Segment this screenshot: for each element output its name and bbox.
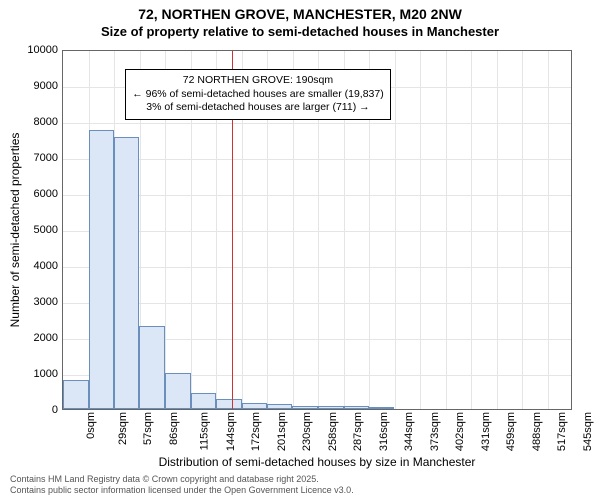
y-tick-label: 10000	[8, 44, 58, 56]
plot-area: 72 NORTHEN GROVE: 190sqm ← 96% of semi-d…	[62, 50, 572, 410]
histogram-bar	[165, 373, 191, 409]
y-tick-label: 8000	[8, 116, 58, 128]
footer-attribution: Contains HM Land Registry data © Crown c…	[10, 474, 354, 496]
histogram-bar	[63, 380, 89, 409]
x-tick-label: 344sqm	[403, 412, 415, 451]
y-tick-label: 9000	[8, 80, 58, 92]
y-tick-label: 2000	[8, 332, 58, 344]
histogram-chart: 72, NORTHEN GROVE, MANCHESTER, M20 2NW S…	[0, 0, 600, 500]
x-tick-label: 287sqm	[352, 412, 364, 451]
y-tick-label: 5000	[8, 224, 58, 236]
chart-subtitle: Size of property relative to semi-detach…	[0, 24, 600, 39]
x-tick-label: 201sqm	[276, 412, 288, 451]
x-axis-label: Distribution of semi-detached houses by …	[62, 455, 572, 469]
histogram-bar	[191, 393, 216, 409]
annotation-line3: 3% of semi-detached houses are larger (7…	[132, 101, 384, 115]
y-tick-label: 0	[8, 404, 58, 416]
x-tick-label: 316sqm	[378, 412, 390, 451]
histogram-bar	[89, 130, 114, 409]
annotation-box: 72 NORTHEN GROVE: 190sqm ← 96% of semi-d…	[125, 69, 391, 120]
x-tick-label: 29sqm	[117, 412, 129, 445]
footer-line1: Contains HM Land Registry data © Crown c…	[10, 474, 354, 485]
gridline-v	[497, 51, 498, 409]
title-block: 72, NORTHEN GROVE, MANCHESTER, M20 2NW S…	[0, 0, 600, 39]
gridline-v	[446, 51, 447, 409]
histogram-bar	[292, 406, 318, 409]
x-tick-label: 517sqm	[556, 412, 568, 451]
x-tick-label: 57sqm	[142, 412, 154, 445]
x-tick-label: 402sqm	[454, 412, 466, 451]
x-tick-label: 488sqm	[531, 412, 543, 451]
gridline-v	[420, 51, 421, 409]
x-tick-label: 258sqm	[327, 412, 339, 451]
chart-title: 72, NORTHEN GROVE, MANCHESTER, M20 2NW	[0, 6, 600, 22]
histogram-bar	[216, 399, 242, 409]
x-tick-label: 144sqm	[225, 412, 237, 451]
x-tick-label: 0sqm	[85, 412, 97, 439]
x-tick-label: 172sqm	[250, 412, 262, 451]
y-tick-label: 6000	[8, 188, 58, 200]
x-tick-label: 459sqm	[505, 412, 517, 451]
gridline-v	[522, 51, 523, 409]
x-tick-label: 115sqm	[198, 412, 210, 450]
histogram-bar	[267, 404, 292, 409]
x-tick-label: 545sqm	[582, 412, 594, 451]
y-tick-label: 1000	[8, 368, 58, 380]
x-tick-label: 431sqm	[480, 412, 492, 451]
footer-line2: Contains public sector information licen…	[10, 485, 354, 496]
histogram-bar	[114, 137, 140, 409]
x-tick-label: 373sqm	[429, 412, 441, 451]
histogram-bar	[369, 407, 395, 409]
x-tick-label: 86sqm	[168, 412, 180, 445]
x-tick-label: 230sqm	[301, 412, 313, 451]
y-tick-label: 3000	[8, 296, 58, 308]
annotation-line2: ← 96% of semi-detached houses are smalle…	[132, 88, 384, 102]
histogram-bar	[344, 406, 369, 409]
annotation-line1: 72 NORTHEN GROVE: 190sqm	[132, 74, 384, 88]
histogram-bar	[139, 326, 165, 409]
gridline-v	[548, 51, 549, 409]
histogram-bar	[318, 406, 344, 409]
y-tick-label: 4000	[8, 260, 58, 272]
gridline-v	[395, 51, 396, 409]
gridline-v	[471, 51, 472, 409]
histogram-bar	[242, 403, 268, 409]
y-tick-label: 7000	[8, 152, 58, 164]
